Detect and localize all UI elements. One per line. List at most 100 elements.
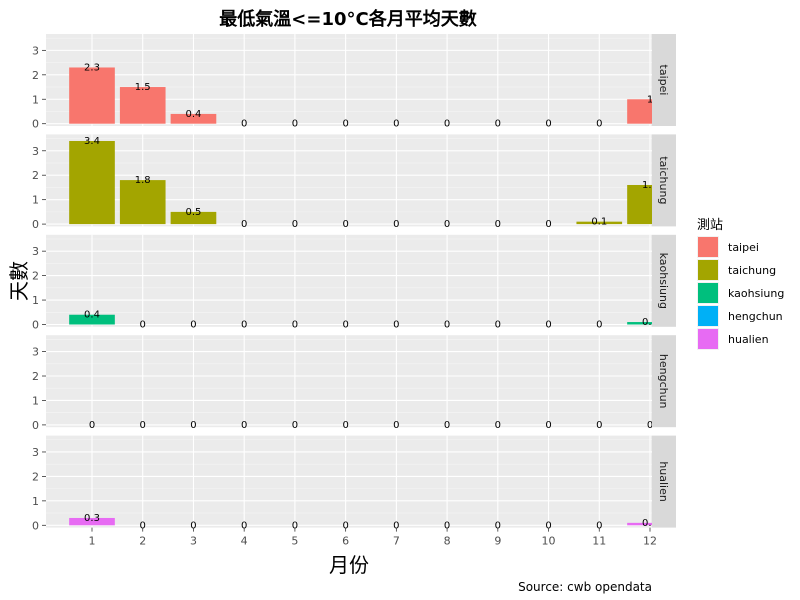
x-tick-label: 11 [592, 535, 606, 548]
y-tick-label: 0 [32, 419, 39, 432]
data-label: 0 [495, 219, 501, 230]
legend-label: taipei [728, 241, 759, 254]
panel-background [46, 335, 652, 428]
bar-taichung-1 [69, 140, 115, 225]
data-label: 0 [140, 520, 146, 531]
y-tick-label: 2 [32, 370, 39, 383]
y-axis-title: 天數 [7, 261, 31, 301]
data-label: 0 [596, 320, 602, 331]
y-tick-label: 2 [32, 270, 39, 283]
data-label: 0 [89, 420, 95, 431]
data-label: 0 [647, 420, 653, 431]
x-axis-title: 月份 [329, 553, 369, 577]
legend-item-hengchun: hengchun [697, 305, 783, 327]
legend-item-kaohsiung: kaohsiung [697, 282, 784, 304]
data-label: 0 [241, 219, 247, 230]
legend-label: hualien [728, 333, 769, 346]
data-label: 0.4 [186, 109, 202, 120]
bar-taipei-2 [119, 87, 166, 124]
bar-hualien-12 [627, 522, 673, 526]
y-tick-label: 0 [32, 118, 39, 131]
x-tick-label: 6 [342, 535, 349, 548]
data-label: 0 [393, 119, 399, 130]
data-label: 1.6 [642, 180, 658, 191]
data-label: 0 [342, 420, 348, 431]
data-label: 0 [495, 320, 501, 331]
legend-label: kaohsiung [728, 287, 784, 300]
data-label: 1.8 [135, 175, 151, 186]
legend-label: taichung [728, 264, 776, 277]
data-label: 0 [292, 119, 298, 130]
x-axis: 1 2 3 4 5 6 7 8 9 10 11 12 [89, 527, 657, 548]
legend-item-taichung: taichung [697, 259, 776, 281]
panel-background [46, 435, 652, 528]
data-label: 0 [444, 420, 450, 431]
facet-strip-label: kaohsiung [657, 253, 670, 309]
facet-panel-taipei: 0 1 2 3 2.3 1.5 0.4 0 0 0 0 0 0 0 0 1 taipei [32, 34, 676, 131]
data-label: 0 [495, 420, 501, 431]
data-label: 1.5 [135, 82, 151, 93]
legend-item-hualien: hualien [697, 328, 769, 350]
bar-taichung-11 [576, 221, 623, 225]
data-label: 0 [140, 420, 146, 431]
data-label: 0 [444, 119, 450, 130]
facet-strip-label: taipei [657, 65, 670, 96]
facet-strip-label: hualien [657, 461, 670, 502]
bar-taichung-2 [119, 180, 166, 225]
data-label: 0 [545, 219, 551, 230]
data-label: 0 [292, 420, 298, 431]
x-tick-label: 2 [139, 535, 146, 548]
x-tick-label: 5 [291, 535, 298, 548]
data-label: 0 [342, 219, 348, 230]
y-tick-label: 0 [32, 218, 39, 231]
y-tick-label: 3 [32, 446, 39, 459]
y-tick-label: 1 [32, 495, 39, 508]
y-tick-label: 3 [32, 346, 39, 359]
data-label: 0.1 [642, 317, 658, 328]
data-label: 1 [647, 94, 653, 105]
caption: Source: cwb opendata [518, 580, 652, 594]
data-label: 0 [241, 119, 247, 130]
facet-strip [652, 435, 676, 528]
y-tick-label: 3 [32, 245, 39, 258]
facet-strip [652, 234, 676, 327]
y-tick-label: 1 [32, 194, 39, 207]
legend-item-taipei: taipei [697, 236, 759, 258]
data-label: 0.1 [642, 518, 658, 529]
data-label: 0 [596, 420, 602, 431]
y-tick-label: 3 [32, 44, 39, 57]
data-label: 0 [444, 520, 450, 531]
x-tick-label: 8 [444, 535, 451, 548]
x-tick-label: 10 [542, 535, 556, 548]
x-tick-label: 7 [393, 535, 400, 548]
data-label: 3.4 [84, 136, 100, 147]
bar-hualien-1 [69, 517, 115, 526]
data-label: 0 [596, 520, 602, 531]
legend-swatch [698, 329, 718, 349]
y-tick-label: 0 [32, 519, 39, 532]
data-label: 0 [292, 219, 298, 230]
bar-taipei-3 [170, 113, 217, 124]
data-label: 0 [393, 320, 399, 331]
data-label: 0 [444, 320, 450, 331]
x-tick-label: 3 [190, 535, 197, 548]
data-label: 0.4 [84, 310, 100, 321]
x-tick-label: 9 [494, 535, 501, 548]
data-label: 0 [292, 320, 298, 331]
legend-swatch [698, 306, 718, 326]
data-label: 0 [596, 119, 602, 130]
y-tick-label: 2 [32, 69, 39, 82]
data-label: 0 [241, 520, 247, 531]
legend-label: hengchun [728, 310, 783, 323]
facet-panel-hengchun: 0 1 2 3 0 0 0 0 0 0 0 0 0 0 0 0 hengchun [32, 335, 676, 432]
bar-taichung-3 [170, 211, 217, 225]
data-label: 0 [342, 119, 348, 130]
bar-kaohsiung-12 [627, 322, 673, 325]
legend-swatch [698, 283, 718, 303]
data-label: 0 [393, 520, 399, 531]
legend-swatch [698, 260, 718, 280]
data-label: 2.3 [84, 62, 100, 73]
data-label: 0 [495, 119, 501, 130]
facet-strip-label: taichung [657, 156, 670, 204]
